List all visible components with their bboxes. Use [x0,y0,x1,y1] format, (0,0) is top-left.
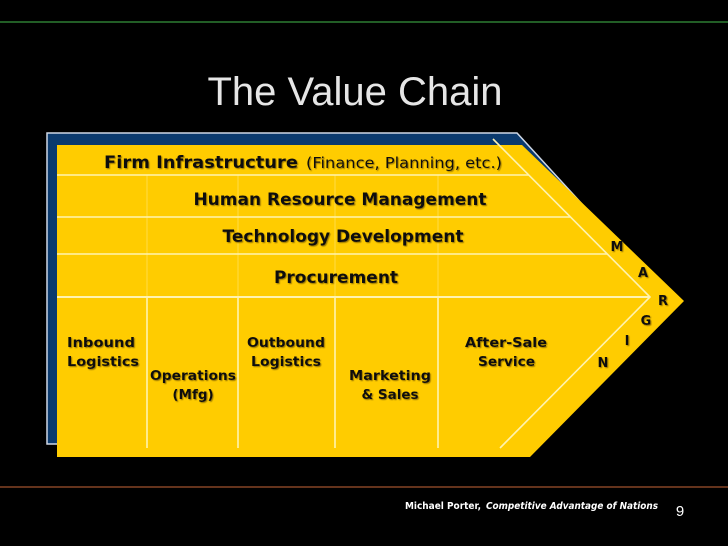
grid-lines [57,138,652,449]
citation-author: Michael Porter, [405,501,481,512]
firm-infrastructure-note: (Finance, Planning, etc.) [306,154,502,172]
service-label-1: After-Sale [465,335,547,351]
margin-letter: R [658,294,668,309]
operations-label-1: Operations [150,368,236,384]
outbound-label-2: Logistics [251,354,321,370]
inbound-label-2: Logistics [67,354,139,370]
support-procurement: Procurement [274,268,398,288]
marketing-label-1: Marketing [349,368,431,384]
margin-letter: N [598,356,609,371]
slide-title: The Value Chain [208,70,503,114]
margin-letter: G [641,314,652,329]
citation-work: Competitive Advantage of Nations [486,501,658,512]
margin-letter: I [625,334,630,349]
operations-label-2: (Mfg) [172,387,213,403]
support-technology: Technology Development [223,227,464,247]
margin-letter: A [638,266,648,281]
margin-letter: M [611,240,624,255]
firm-infrastructure-label: Firm Infrastructure [104,153,298,173]
marketing-label-2: & Sales [361,387,418,403]
value-chain-arrow [57,145,684,457]
support-hrm: Human Resource Management [193,190,486,210]
outbound-label-1: Outbound [247,335,325,351]
inbound-label-1: Inbound [67,335,135,351]
service-label-2: Service [478,354,535,370]
page-number: 9 [676,503,684,520]
